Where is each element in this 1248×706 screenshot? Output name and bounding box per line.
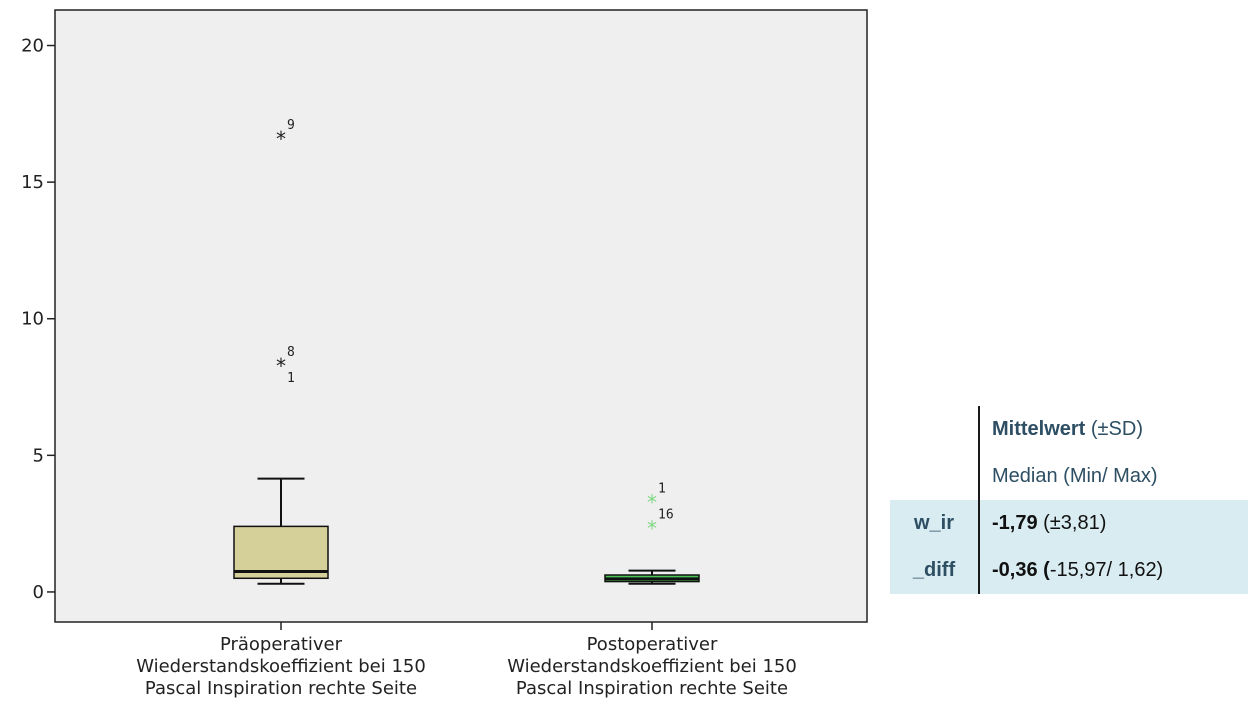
stats-header-median: Median (Min/ Max) — [980, 453, 1248, 500]
box-0-iqr — [233, 525, 329, 580]
stats-row-2-median: -0,36 ( — [992, 559, 1050, 581]
stats-row-1-value: -1,79 (±3,81) — [980, 500, 1248, 547]
y-tick-label-3: 15 — [21, 172, 44, 193]
plot-area — [54, 9, 868, 623]
y-tick-label-4: 20 — [21, 36, 44, 57]
box-0-outlier-label-1: 8 — [287, 345, 295, 360]
box-1-outlier-label-1: 16 — [658, 507, 674, 522]
box-1-outlier-1: * — [647, 516, 657, 540]
stats-row-1-label: w_ir — [890, 500, 980, 547]
x-tick-label-1-line-2: Pascal Inspiration rechte Seite — [516, 678, 788, 699]
x-tick-label-1-line-1: Wiederstandskoeffizient bei 150 — [507, 656, 797, 677]
stats-header-row-2: Median (Min/ Max) — [890, 453, 1248, 500]
stats-row-2: _diff -0,36 (-15,97/ 1,62) — [890, 547, 1248, 594]
y-tick-label-1: 5 — [33, 445, 44, 466]
stats-row-2-label: _diff — [890, 547, 980, 594]
box-1-outlier-0: * — [647, 490, 657, 514]
stats-header-empty-2 — [890, 453, 980, 500]
box-0-outlier-1: * — [276, 354, 286, 378]
stats-header-median-text: Median (Min/ Max) — [992, 465, 1158, 487]
x-tick-label-1-line-0: Postoperativer — [587, 634, 718, 655]
stats-row-1-sd: (±3,81) — [1037, 512, 1107, 534]
stats-row-1: w_ir -1,79 (±3,81) — [890, 500, 1248, 547]
box-0: *9*81 — [233, 118, 329, 585]
y-tick-label-0: 0 — [33, 582, 44, 603]
stats-row-2-value: -0,36 (-15,97/ 1,62) — [980, 547, 1248, 594]
box-1-outlier-label-0: 1 — [658, 481, 666, 496]
y-axis: 0 5 10 15 20 — [21, 36, 55, 603]
x-tick-label-0-line-2: Pascal Inspiration rechte Seite — [145, 678, 417, 699]
x-tick-label-0-line-1: Wiederstandskoeffizient bei 150 — [136, 656, 426, 677]
stats-header-mean-sd: Mittelwert (±SD) — [980, 406, 1248, 453]
stats-header-mean: Mittelwert — [992, 418, 1086, 440]
stats-header-sd: (±SD) — [1085, 418, 1143, 440]
stats-row-1-mean: -1,79 — [992, 512, 1038, 534]
stats-row-2-range: -15,97/ 1,62) — [1049, 559, 1164, 581]
box-0-outlier-label-0: 9 — [287, 118, 295, 133]
stats-header-row-1: Mittelwert (±SD) — [890, 406, 1248, 453]
x-tick-label-0-line-0: Präoperativer — [220, 634, 343, 655]
box-1: *1*16 — [604, 481, 700, 585]
box-0-outlier-label-2: 1 — [287, 371, 295, 386]
boxes: *9*81*1*16 — [233, 118, 700, 585]
y-tick-label-2: 10 — [21, 309, 44, 330]
stats-table: Mittelwert (±SD) Median (Min/ Max) w_ir … — [890, 406, 1248, 594]
box-0-outlier-0: * — [276, 127, 286, 151]
stats-header-empty-1 — [890, 406, 980, 453]
